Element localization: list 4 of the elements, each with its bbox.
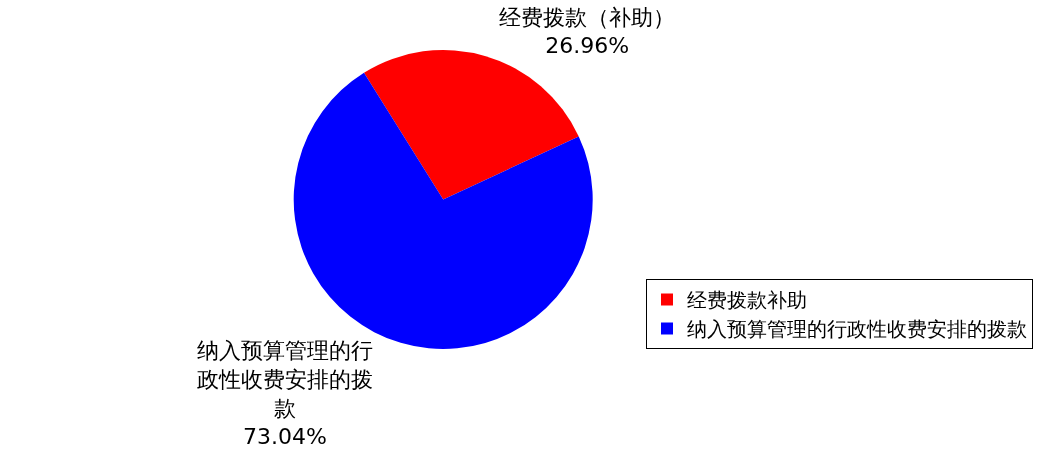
- data-label: 经费拨款（补助） 26.96%: [499, 4, 676, 59]
- data-label: 纳入预算管理的行政性收费安排的拨款 73.04%: [196, 338, 373, 450]
- legend-label: 经费拨款补助: [687, 288, 807, 313]
- legend-label: 纳入预算管理的行政性收费安排的拨款: [687, 317, 1027, 342]
